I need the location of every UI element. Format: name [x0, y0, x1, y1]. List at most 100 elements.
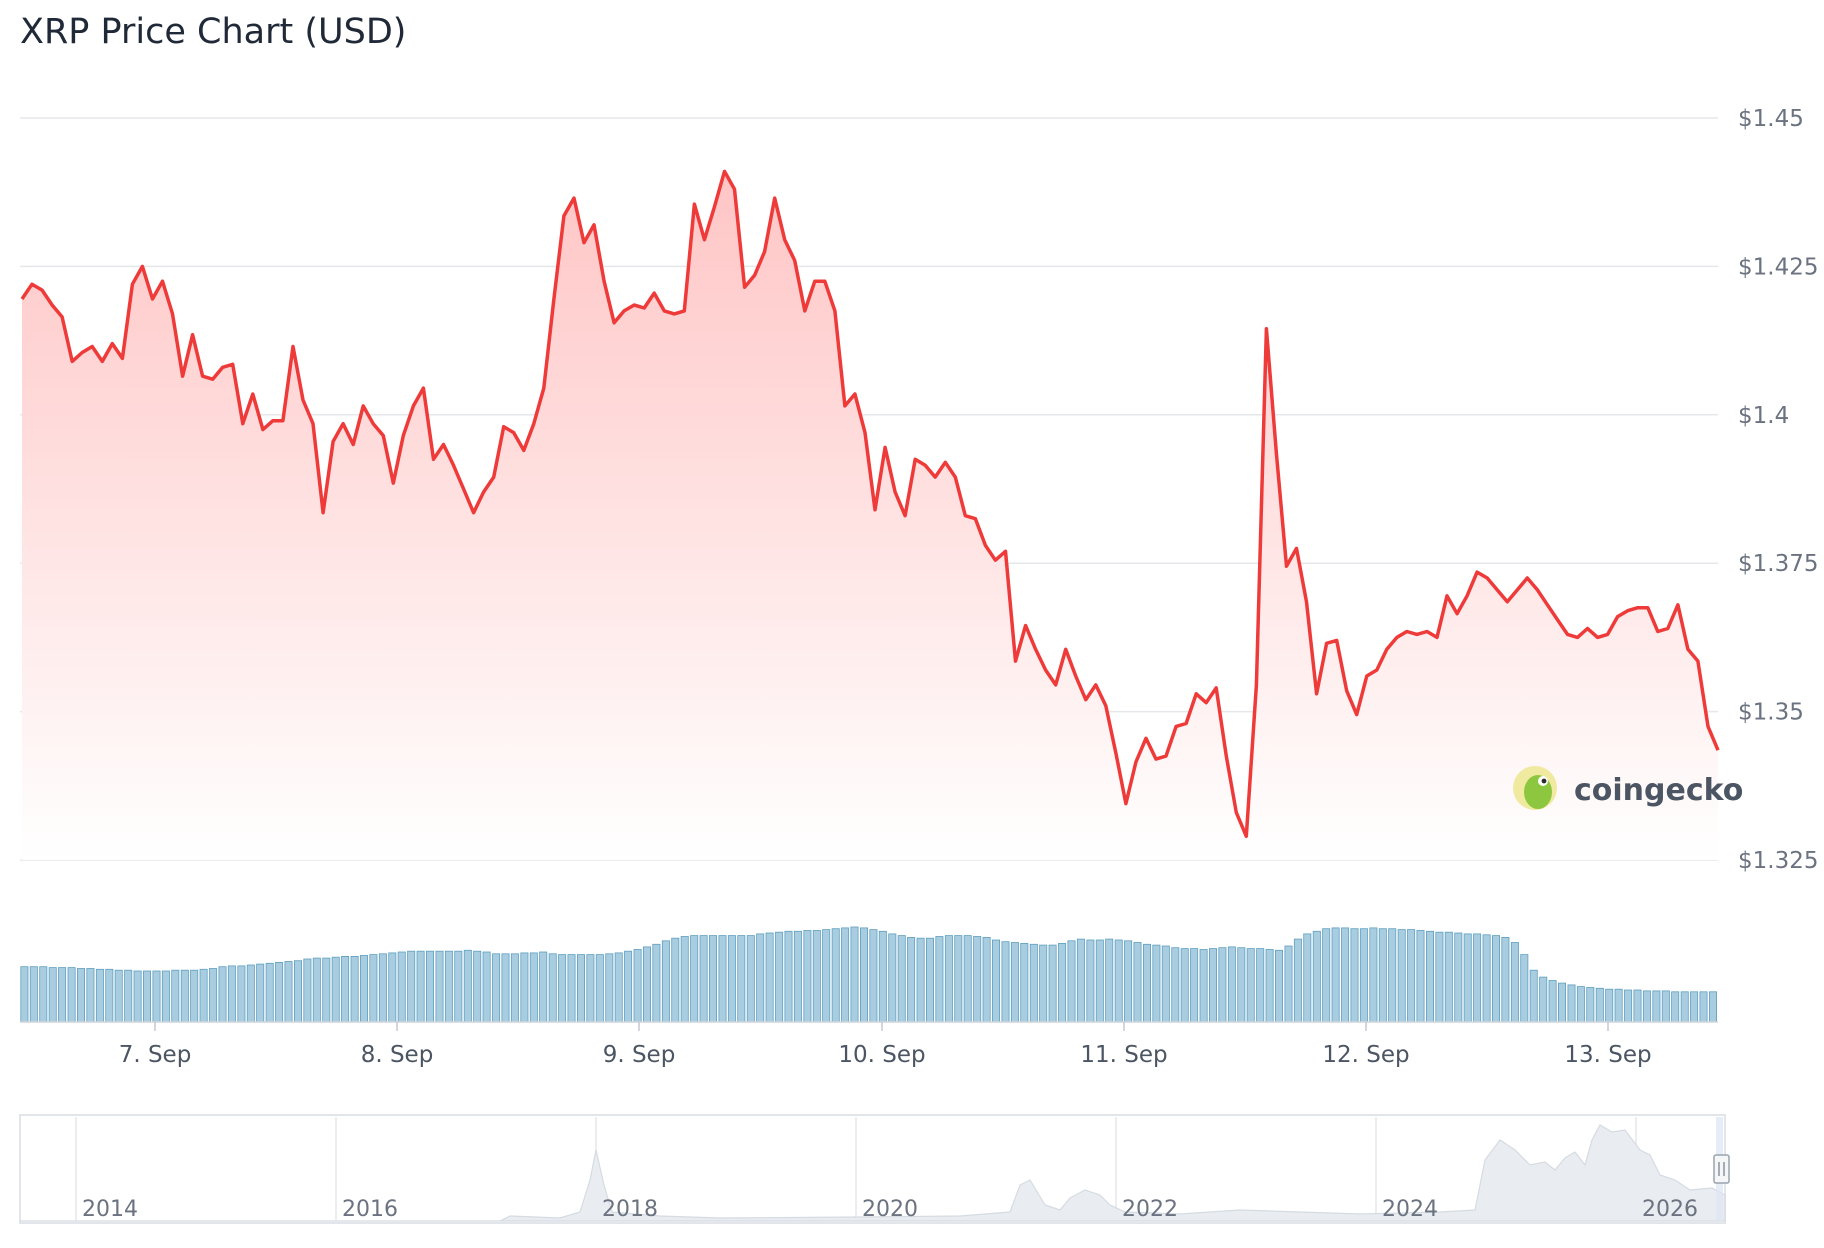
- volume-bar: [1152, 944, 1161, 1023]
- volume-bar: [1190, 948, 1199, 1023]
- volume-bar: [1265, 949, 1274, 1023]
- volume-bar: [982, 937, 991, 1023]
- volume-bar: [1359, 928, 1368, 1023]
- volume-bar: [1275, 949, 1284, 1023]
- volume-bar: [1303, 933, 1312, 1023]
- volume-bar: [586, 954, 595, 1023]
- volume-bar: [1378, 928, 1387, 1023]
- navigator-frame: [19, 1114, 1726, 1224]
- volume-bar: [1407, 929, 1416, 1023]
- volume-bar: [1558, 982, 1567, 1023]
- volume-bar: [1369, 927, 1378, 1023]
- volume-bar: [218, 966, 227, 1023]
- volume-bar: [1350, 928, 1359, 1023]
- volume-bar: [812, 930, 821, 1023]
- volume-bars: [20, 926, 1718, 1023]
- volume-bar: [944, 935, 953, 1023]
- volume-bar: [520, 952, 529, 1023]
- volume-bar: [1652, 990, 1661, 1023]
- volume-bar: [67, 967, 76, 1023]
- volume-bar: [293, 960, 302, 1023]
- volume-bar: [1520, 954, 1529, 1023]
- volume-bar: [567, 954, 576, 1023]
- volume-bar: [1595, 987, 1604, 1023]
- volume-bar: [1284, 945, 1293, 1023]
- volume-bar: [1227, 946, 1236, 1023]
- volume-bar: [1624, 989, 1633, 1023]
- volume-bar: [775, 931, 784, 1023]
- volume-bar: [1633, 989, 1642, 1023]
- volume-bar: [510, 953, 519, 1023]
- volume-bar: [963, 935, 972, 1023]
- volume-bar: [199, 968, 208, 1023]
- navigator-handle[interactable]: [1713, 1154, 1730, 1184]
- volume-bar: [1076, 938, 1085, 1023]
- volume-bar: [1010, 942, 1019, 1023]
- volume-bar: [152, 970, 161, 1023]
- volume-bar: [529, 952, 538, 1023]
- volume-bar: [227, 965, 236, 1023]
- x-tick-label: 11. Sep: [1080, 1042, 1167, 1068]
- volume-bar: [680, 936, 689, 1023]
- volume-bar: [275, 962, 284, 1023]
- volume-bar: [359, 955, 368, 1023]
- volume-bar: [1501, 937, 1510, 1023]
- volume-bar: [643, 946, 652, 1023]
- volume-bar: [48, 967, 57, 1023]
- time-navigator[interactable]: 2014 2016 2018 2020 2022 2024 2026: [19, 1114, 1730, 1224]
- volume-bar: [671, 937, 680, 1023]
- volume-bar: [473, 950, 482, 1023]
- volume-bar: [1293, 938, 1302, 1023]
- volume-bar: [435, 950, 444, 1023]
- volume-bar: [1067, 940, 1076, 1023]
- volume-bar: [1312, 930, 1321, 1023]
- volume-bar: [237, 965, 246, 1023]
- volume-bar: [388, 952, 397, 1023]
- volume-bar: [1256, 948, 1265, 1023]
- navigator-year-label: 2020: [862, 1197, 918, 1222]
- volume-bar: [699, 935, 708, 1023]
- x-tick-label: 13. Sep: [1564, 1042, 1651, 1068]
- x-tick-label: 12. Sep: [1322, 1042, 1409, 1068]
- volume-bar: [444, 950, 453, 1023]
- volume-bar: [1095, 939, 1104, 1023]
- volume-bar: [1058, 943, 1067, 1023]
- volume-bar: [548, 953, 557, 1023]
- volume-bar: [58, 967, 67, 1023]
- volume-bar: [756, 933, 765, 1023]
- watermark-text: coingecko: [1574, 773, 1743, 808]
- volume-bar: [661, 940, 670, 1023]
- volume-bar: [1001, 941, 1010, 1023]
- volume-bar: [831, 928, 840, 1023]
- volume-bar: [1492, 935, 1501, 1023]
- x-tick-label: 10. Sep: [838, 1042, 925, 1068]
- volume-bar: [1180, 948, 1189, 1023]
- y-axis-ticks: $1.45 $1.425 $1.4 $1.375 $1.35 $1.325: [1738, 106, 1818, 874]
- volume-bar: [614, 952, 623, 1023]
- volume-bar: [1133, 942, 1142, 1023]
- y-tick-label: $1.4: [1738, 403, 1789, 429]
- volume-bar: [1454, 932, 1463, 1023]
- volume-bar: [1614, 988, 1623, 1023]
- volume-bar: [709, 935, 718, 1023]
- volume-bar: [973, 936, 982, 1023]
- volume-bar: [1539, 976, 1548, 1023]
- volume-bar: [539, 951, 548, 1023]
- volume-bar: [595, 954, 604, 1023]
- volume-bar: [1114, 939, 1123, 1023]
- volume-bar: [1039, 944, 1048, 1023]
- volume-bar: [954, 935, 963, 1023]
- volume-bar: [605, 953, 614, 1023]
- volume-bar: [1576, 986, 1585, 1023]
- volume-bar: [463, 949, 472, 1023]
- navigator-year-label: 2024: [1382, 1197, 1438, 1222]
- volume-bar: [407, 950, 416, 1023]
- volume-bar: [1388, 928, 1397, 1023]
- y-tick-label: $1.35: [1738, 700, 1804, 726]
- price-series-line[interactable]: [20, 169, 1720, 839]
- volume-bar: [992, 939, 1001, 1023]
- volume-bar: [1680, 991, 1689, 1023]
- volume-bar: [501, 953, 510, 1023]
- volume-bar: [86, 968, 95, 1023]
